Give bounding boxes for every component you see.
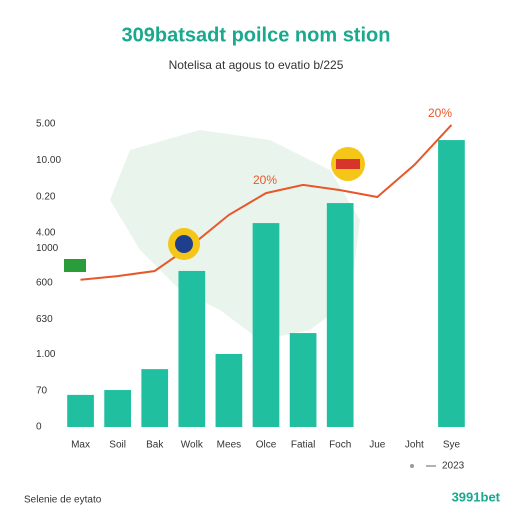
- y-tick-label: 0: [36, 422, 42, 433]
- trend-line: [80, 124, 453, 281]
- bar: [215, 353, 243, 427]
- brand: 3991bet: [452, 489, 501, 504]
- x-tick-label: Olce: [256, 440, 277, 451]
- chart-subtitle: Notelisa at agous to evatio b/225: [169, 58, 344, 72]
- y-tick-label: 70: [36, 385, 48, 396]
- x-tick-label: Max: [71, 440, 90, 451]
- x-tick-label: Sye: [443, 440, 461, 451]
- bar: [67, 394, 94, 427]
- badge-icon: [336, 159, 360, 169]
- badge-icon: [175, 235, 193, 253]
- x-tick-label: Fatial: [291, 440, 315, 451]
- flag-icon: [64, 259, 86, 272]
- map-background: [110, 130, 360, 340]
- bar: [438, 140, 465, 427]
- plot: 5.00 10.00 0.20 4.00 1000 600 630 1.00 70 0 Max Soi…: [36, 106, 465, 472]
- annotation: 20%: [428, 106, 452, 120]
- x-tick-label: Wolk: [181, 440, 204, 451]
- y-tick-label: 600: [36, 278, 53, 289]
- x-tick-label: Soil: [109, 440, 126, 451]
- x-tick-label: Bak: [146, 440, 164, 451]
- legend-label: 2023: [442, 461, 465, 472]
- y-tick-label: 4.00: [36, 228, 56, 239]
- y-tick-label: 630: [36, 314, 53, 325]
- bar: [178, 270, 206, 427]
- bar: [289, 333, 317, 427]
- bar: [104, 390, 131, 427]
- x-tick-label: Mees: [217, 440, 241, 451]
- bar: [141, 369, 169, 427]
- bar: [326, 203, 354, 427]
- bar: [252, 223, 280, 427]
- x-tick-label: Joht: [405, 440, 424, 451]
- x-tick-label: Jue: [369, 440, 386, 451]
- y-tick-label: 10.00: [36, 155, 61, 166]
- y-tick-label: 5.00: [36, 119, 56, 130]
- y-tick-label: 1.00: [36, 349, 56, 360]
- annotation: 20%: [253, 173, 277, 187]
- footer: Selenie de eytato: [24, 495, 102, 506]
- chart-title: 309batsadt poilce nom stion: [122, 24, 391, 46]
- y-tick-label: 1000: [36, 243, 59, 254]
- legend-dot: [410, 464, 414, 468]
- y-tick-label: 0.20: [36, 191, 56, 202]
- x-tick-label: Foch: [329, 440, 351, 451]
